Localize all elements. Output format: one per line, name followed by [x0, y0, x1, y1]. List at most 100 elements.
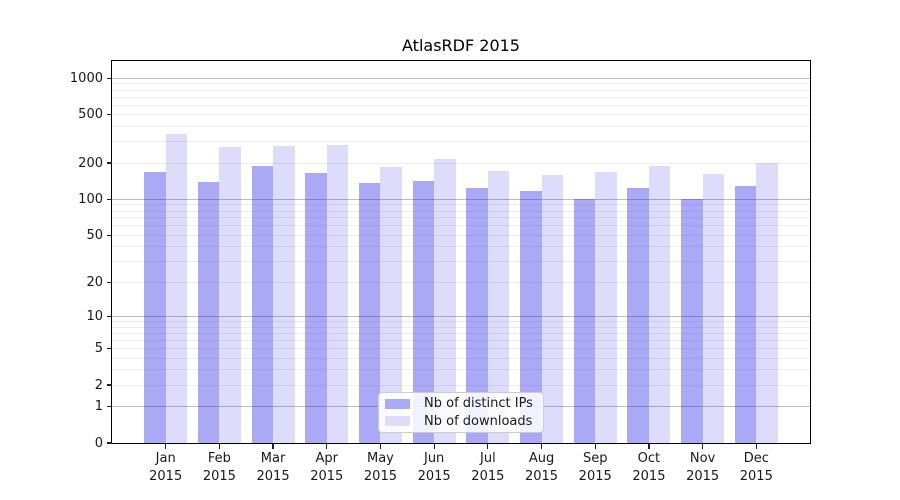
x-tick-year: 2015: [310, 468, 344, 484]
x-tick-year: 2015: [202, 468, 236, 484]
y-tick-label: 200: [78, 155, 103, 171]
minor-gridline: [112, 126, 810, 128]
x-tick: [326, 444, 328, 449]
minor-gridline: [112, 96, 810, 98]
minor-gridline: [112, 326, 810, 328]
y-tick-label: 10: [86, 308, 103, 324]
y-tick-label: 20: [86, 274, 103, 290]
bar-downloads-oct: [648, 165, 671, 443]
legend-label-downloads: Nb of downloads: [424, 413, 533, 429]
bar-downloads-apr: [326, 145, 349, 443]
minor-gridline: [112, 347, 810, 349]
legend-label-distinct-ips: Nb of distinct IPs: [424, 396, 533, 412]
y-tick: [106, 347, 112, 349]
bar-downloads-aug: [541, 175, 564, 443]
x-tick-month: Apr: [315, 451, 339, 466]
x-tick-year: 2015: [149, 468, 183, 484]
y-tick: [106, 234, 112, 237]
bar-distinct-ips-dec: [734, 186, 757, 443]
minor-gridline: [112, 89, 810, 91]
minor-gridline: [112, 225, 810, 227]
minor-gridline: [112, 141, 810, 143]
minor-gridline: [112, 162, 810, 164]
minor-gridline: [112, 320, 810, 322]
major-gridline: [112, 77, 810, 79]
x-tick-year: 2015: [417, 468, 451, 484]
x-tick-label-feb: Feb 2015: [187, 450, 251, 485]
x-tick-year: 2015: [256, 468, 290, 484]
minor-gridline: [112, 281, 810, 283]
y-tick-label: 500: [78, 107, 103, 123]
minor-gridline: [112, 204, 810, 206]
legend-swatch-distinct-ips: [385, 398, 410, 410]
y-tick: [106, 114, 112, 116]
bar-distinct-ips-feb: [197, 181, 220, 443]
x-tick-label-jul: Jul 2015: [456, 450, 520, 485]
y-tick: [106, 315, 112, 317]
x-tick-label-oct: Oct 2015: [617, 450, 681, 485]
x-tick-month: Nov: [689, 451, 716, 466]
x-tick-month: Sep: [582, 451, 608, 466]
minor-gridline: [112, 234, 810, 236]
x-tick: [272, 444, 274, 449]
bar-distinct-ips-mar: [251, 165, 274, 443]
y-tick: [106, 162, 112, 164]
x-tick: [594, 444, 596, 449]
y-tick: [106, 198, 112, 200]
bar-distinct-ips-jun: [412, 181, 435, 443]
x-tick-year: 2015: [739, 468, 773, 484]
minor-gridline: [112, 83, 810, 85]
x-tick-month: Aug: [528, 451, 555, 466]
minor-gridline: [112, 369, 810, 371]
bar-downloads-nov: [702, 174, 725, 443]
bar-downloads-jul: [487, 170, 510, 443]
minor-gridline: [112, 357, 810, 359]
x-tick-year: 2015: [578, 468, 612, 484]
y-tick-label: 50: [86, 227, 103, 243]
y-tick-label: 2: [94, 377, 103, 393]
x-tick-label-jun: Jun 2015: [402, 450, 466, 485]
minor-gridline: [112, 384, 810, 386]
x-tick-year: 2015: [524, 468, 559, 484]
bar-distinct-ips-oct: [627, 188, 649, 443]
minor-gridline: [112, 104, 810, 106]
x-tick-label-sep: Sep 2015: [563, 450, 627, 485]
x-tick: [218, 444, 220, 449]
x-tick: [648, 444, 650, 449]
x-tick-year: 2015: [363, 468, 397, 484]
major-gridline: [112, 315, 810, 317]
x-tick-year: 2015: [686, 468, 720, 484]
y-tick: [106, 405, 112, 407]
bar-distinct-ips-apr: [305, 172, 327, 443]
x-tick-month: Dec: [743, 451, 769, 466]
legend-entry-downloads: Nb of downloads: [385, 414, 535, 429]
x-tick: [487, 444, 489, 449]
bar-distinct-ips-jul: [466, 187, 488, 443]
minor-gridline: [112, 261, 810, 263]
x-tick-label-mar: Mar 2015: [241, 450, 305, 485]
y-tick-label: 5: [94, 340, 103, 356]
minor-gridline: [112, 339, 810, 341]
y-tick-label: 100: [78, 191, 103, 207]
legend-swatch-downloads: [385, 415, 410, 427]
y-tick: [106, 442, 112, 444]
x-tick-month: Jun: [423, 451, 445, 466]
x-tick: [165, 444, 167, 449]
x-tick-month: Feb: [207, 451, 231, 466]
minor-gridline: [112, 332, 810, 334]
bar-downloads-feb: [219, 147, 241, 443]
minor-gridline: [112, 210, 810, 212]
bar-distinct-ips-aug: [520, 190, 542, 443]
minor-gridline: [112, 114, 810, 116]
chart-title: AtlasRDF 2015: [402, 36, 520, 55]
x-tick-year: 2015: [471, 468, 505, 484]
major-gridline: [112, 198, 810, 200]
x-tick-year: 2015: [632, 468, 666, 484]
y-tick: [106, 77, 112, 79]
x-tick-label-jan: Jan 2015: [134, 450, 198, 485]
x-tick-label-dec: Dec 2015: [724, 450, 788, 485]
bar-downloads-sep: [595, 171, 617, 443]
x-tick: [702, 444, 704, 449]
minor-gridline: [112, 246, 810, 248]
x-tick-month: Jan: [155, 451, 176, 466]
